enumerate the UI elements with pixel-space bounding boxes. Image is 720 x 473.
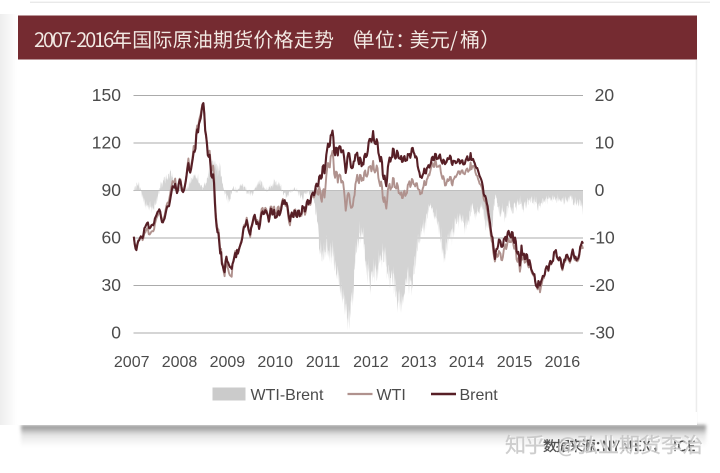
svg-text:WTI-Brent: WTI-Brent bbox=[251, 387, 324, 404]
svg-text:2007: 2007 bbox=[114, 354, 150, 371]
svg-text:90: 90 bbox=[102, 180, 122, 200]
svg-text:60: 60 bbox=[102, 228, 122, 248]
svg-text:2012: 2012 bbox=[353, 354, 389, 371]
svg-text:2014: 2014 bbox=[449, 354, 485, 371]
svg-text:2013: 2013 bbox=[401, 354, 437, 371]
svg-text:-20: -20 bbox=[590, 275, 616, 295]
svg-text:2015: 2015 bbox=[497, 354, 533, 371]
svg-text:20: 20 bbox=[595, 85, 615, 105]
svg-text:Brent: Brent bbox=[460, 387, 499, 404]
svg-text:30: 30 bbox=[102, 275, 122, 295]
svg-text:2010: 2010 bbox=[257, 354, 293, 371]
svg-text:150: 150 bbox=[92, 85, 121, 105]
svg-text:0: 0 bbox=[111, 323, 121, 343]
svg-text:2008: 2008 bbox=[162, 354, 198, 371]
svg-text:2009: 2009 bbox=[210, 354, 246, 371]
svg-text:2011: 2011 bbox=[306, 354, 341, 371]
svg-text:0: 0 bbox=[595, 180, 605, 200]
svg-text:WTI: WTI bbox=[377, 387, 406, 404]
svg-text:-30: -30 bbox=[590, 323, 616, 343]
svg-text:2016: 2016 bbox=[545, 354, 581, 371]
svg-text:-10: -10 bbox=[590, 228, 616, 248]
svg-text:120: 120 bbox=[92, 133, 121, 153]
svg-text:10: 10 bbox=[595, 133, 615, 153]
